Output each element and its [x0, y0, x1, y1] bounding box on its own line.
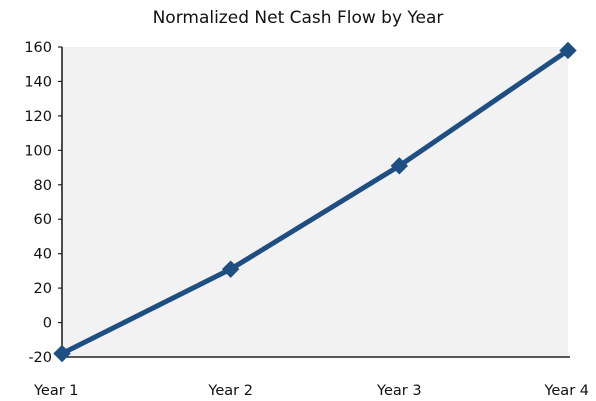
chart-title: Normalized Net Cash Flow by Year — [152, 8, 444, 28]
y-tick-label: 0 — [43, 316, 52, 332]
data-point-marker — [221, 260, 240, 278]
x-tick-label: Year 1 — [33, 383, 79, 399]
plot-area — [62, 47, 568, 357]
data-point-marker — [53, 344, 71, 363]
y-tick-label: 80 — [34, 178, 52, 194]
series-line — [59, 47, 571, 357]
y-tick-label: 100 — [24, 143, 52, 159]
y-tick-label: 140 — [24, 74, 52, 90]
y-tick-label: 40 — [34, 247, 52, 263]
y-tick-label: 60 — [34, 212, 52, 228]
x-tick-label: Year 4 — [543, 383, 589, 399]
y-tick-label: -20 — [28, 350, 52, 366]
data-point-marker — [559, 41, 577, 60]
y-tick-label: 160 — [24, 40, 52, 56]
x-tick-label: Year 2 — [207, 383, 253, 399]
data-point-marker — [390, 157, 409, 175]
y-tick-label: 120 — [24, 109, 52, 125]
x-tick-label: Year 3 — [376, 383, 422, 399]
y-tick-label: 20 — [34, 281, 52, 297]
